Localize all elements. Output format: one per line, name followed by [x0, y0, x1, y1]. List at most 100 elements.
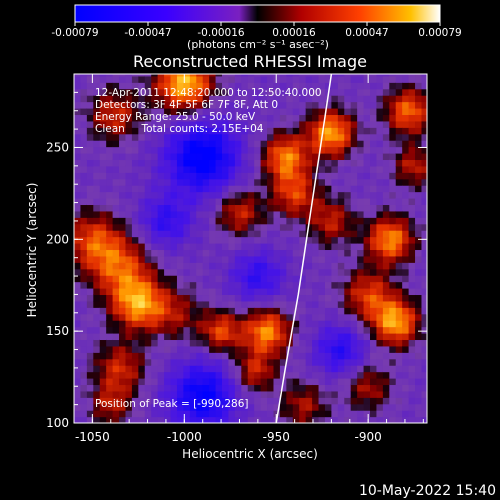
heatmap-cell: [183, 378, 191, 386]
heatmap-cell: [80, 307, 88, 315]
heatmap-cell: [125, 249, 133, 257]
heatmap-cell: [305, 390, 313, 398]
heatmap-cell: [138, 204, 146, 212]
heatmap-cell: [74, 416, 82, 423]
heatmap-cell: [254, 114, 262, 122]
heatmap-cell: [344, 185, 352, 193]
heatmap-cell: [415, 159, 423, 167]
heatmap-cell: [299, 120, 307, 128]
heatmap-cell: [170, 82, 178, 90]
heatmap-cell: [74, 146, 82, 154]
heatmap-cell: [279, 365, 287, 373]
heatmap-cell: [93, 307, 101, 315]
solar-limb-line: [275, 74, 333, 423]
heatmap-cell: [363, 88, 371, 96]
heatmap-cell: [382, 82, 390, 90]
heatmap-cell: [119, 178, 127, 186]
heatmap-cell: [183, 371, 191, 379]
heatmap-cell: [318, 230, 326, 238]
heatmap-cell: [93, 127, 101, 135]
heatmap-cell: [234, 384, 242, 392]
heatmap-cell: [209, 191, 217, 199]
heatmap-cell: [209, 384, 217, 392]
info-line-clean: Clean Total counts: 2.15E+04: [95, 123, 264, 135]
heatmap-cell: [157, 210, 165, 218]
heatmap-cell: [344, 378, 352, 386]
heatmap-cell: [337, 300, 345, 308]
heatmap-cell: [363, 410, 371, 418]
heatmap-cell: [222, 159, 230, 167]
heatmap-cell: [119, 287, 127, 296]
heatmap-cell: [395, 165, 403, 173]
heatmap-cell: [151, 262, 159, 270]
heatmap-cell: [331, 249, 339, 257]
heatmap-cell: [344, 287, 352, 296]
heatmap-cell: [189, 178, 197, 186]
heatmap-cell: [286, 365, 294, 373]
heatmap-cell: [74, 223, 82, 231]
heatmap-cell: [260, 140, 268, 148]
heatmap-cell: [138, 320, 146, 328]
heatmap-cell: [370, 217, 378, 225]
heatmap-cell: [138, 114, 146, 122]
heatmap-cell: [176, 107, 184, 116]
heatmap-cell: [421, 191, 427, 199]
heatmap-cell: [112, 403, 120, 411]
heatmap-cell: [344, 230, 352, 238]
heatmap-cell: [112, 320, 120, 328]
heatmap-cell: [318, 397, 326, 405]
heatmap-cell: [363, 165, 371, 173]
heatmap-cell: [350, 294, 358, 302]
heatmap-cell: [151, 223, 159, 231]
heatmap-cell: [183, 397, 191, 405]
heatmap-cell: [222, 217, 230, 225]
heatmap-cell: [260, 159, 268, 167]
heatmap-cell: [370, 287, 378, 296]
heatmap-cell: [421, 217, 427, 225]
heatmap-cell: [292, 358, 300, 366]
heatmap-cell: [279, 101, 287, 109]
heatmap-cell: [86, 114, 94, 122]
heatmap-cell: [273, 255, 281, 263]
heatmap-cell: [318, 223, 326, 231]
heatmap-cell: [93, 204, 101, 212]
heatmap-cell: [370, 82, 378, 90]
heatmap-cell: [357, 345, 365, 353]
heatmap-cell: [415, 378, 423, 386]
heatmap-cell: [331, 88, 339, 96]
heatmap-cell: [292, 88, 300, 96]
heatmap-cell: [209, 223, 217, 231]
heatmap-cell: [260, 371, 268, 379]
heatmap-cell: [376, 249, 384, 257]
heatmap-cell: [222, 197, 230, 206]
heatmap-cell: [157, 345, 165, 353]
heatmap-cell: [176, 82, 184, 90]
heatmap-cell: [363, 140, 371, 148]
heatmap-cell: [267, 416, 275, 423]
heatmap-cell: [157, 101, 165, 109]
heatmap-cell: [131, 101, 139, 109]
heatmap-cell: [93, 378, 101, 386]
heatmap-cell: [215, 165, 223, 173]
heatmap-cell: [222, 403, 230, 411]
heatmap-cell: [189, 390, 197, 398]
heatmap-cell: [228, 185, 236, 193]
heatmap-cell: [350, 352, 358, 360]
heatmap-cell: [318, 332, 326, 341]
heatmap-cell: [267, 140, 275, 148]
heatmap-cell: [151, 416, 159, 423]
heatmap-cell: [222, 185, 230, 193]
heatmap-cell: [318, 204, 326, 212]
heatmap-cell: [241, 326, 249, 334]
heatmap-cell: [370, 262, 378, 270]
heatmap-cell: [350, 133, 358, 141]
heatmap-cell: [241, 178, 249, 186]
heatmap-cell: [305, 378, 313, 386]
heatmap-cell: [176, 262, 184, 270]
heatmap-cell: [382, 204, 390, 212]
heatmap-cell: [247, 191, 255, 199]
heatmap-cell: [228, 152, 236, 161]
heatmap-cell: [93, 74, 101, 77]
heatmap-cell: [170, 352, 178, 360]
heatmap-cell: [318, 352, 326, 360]
